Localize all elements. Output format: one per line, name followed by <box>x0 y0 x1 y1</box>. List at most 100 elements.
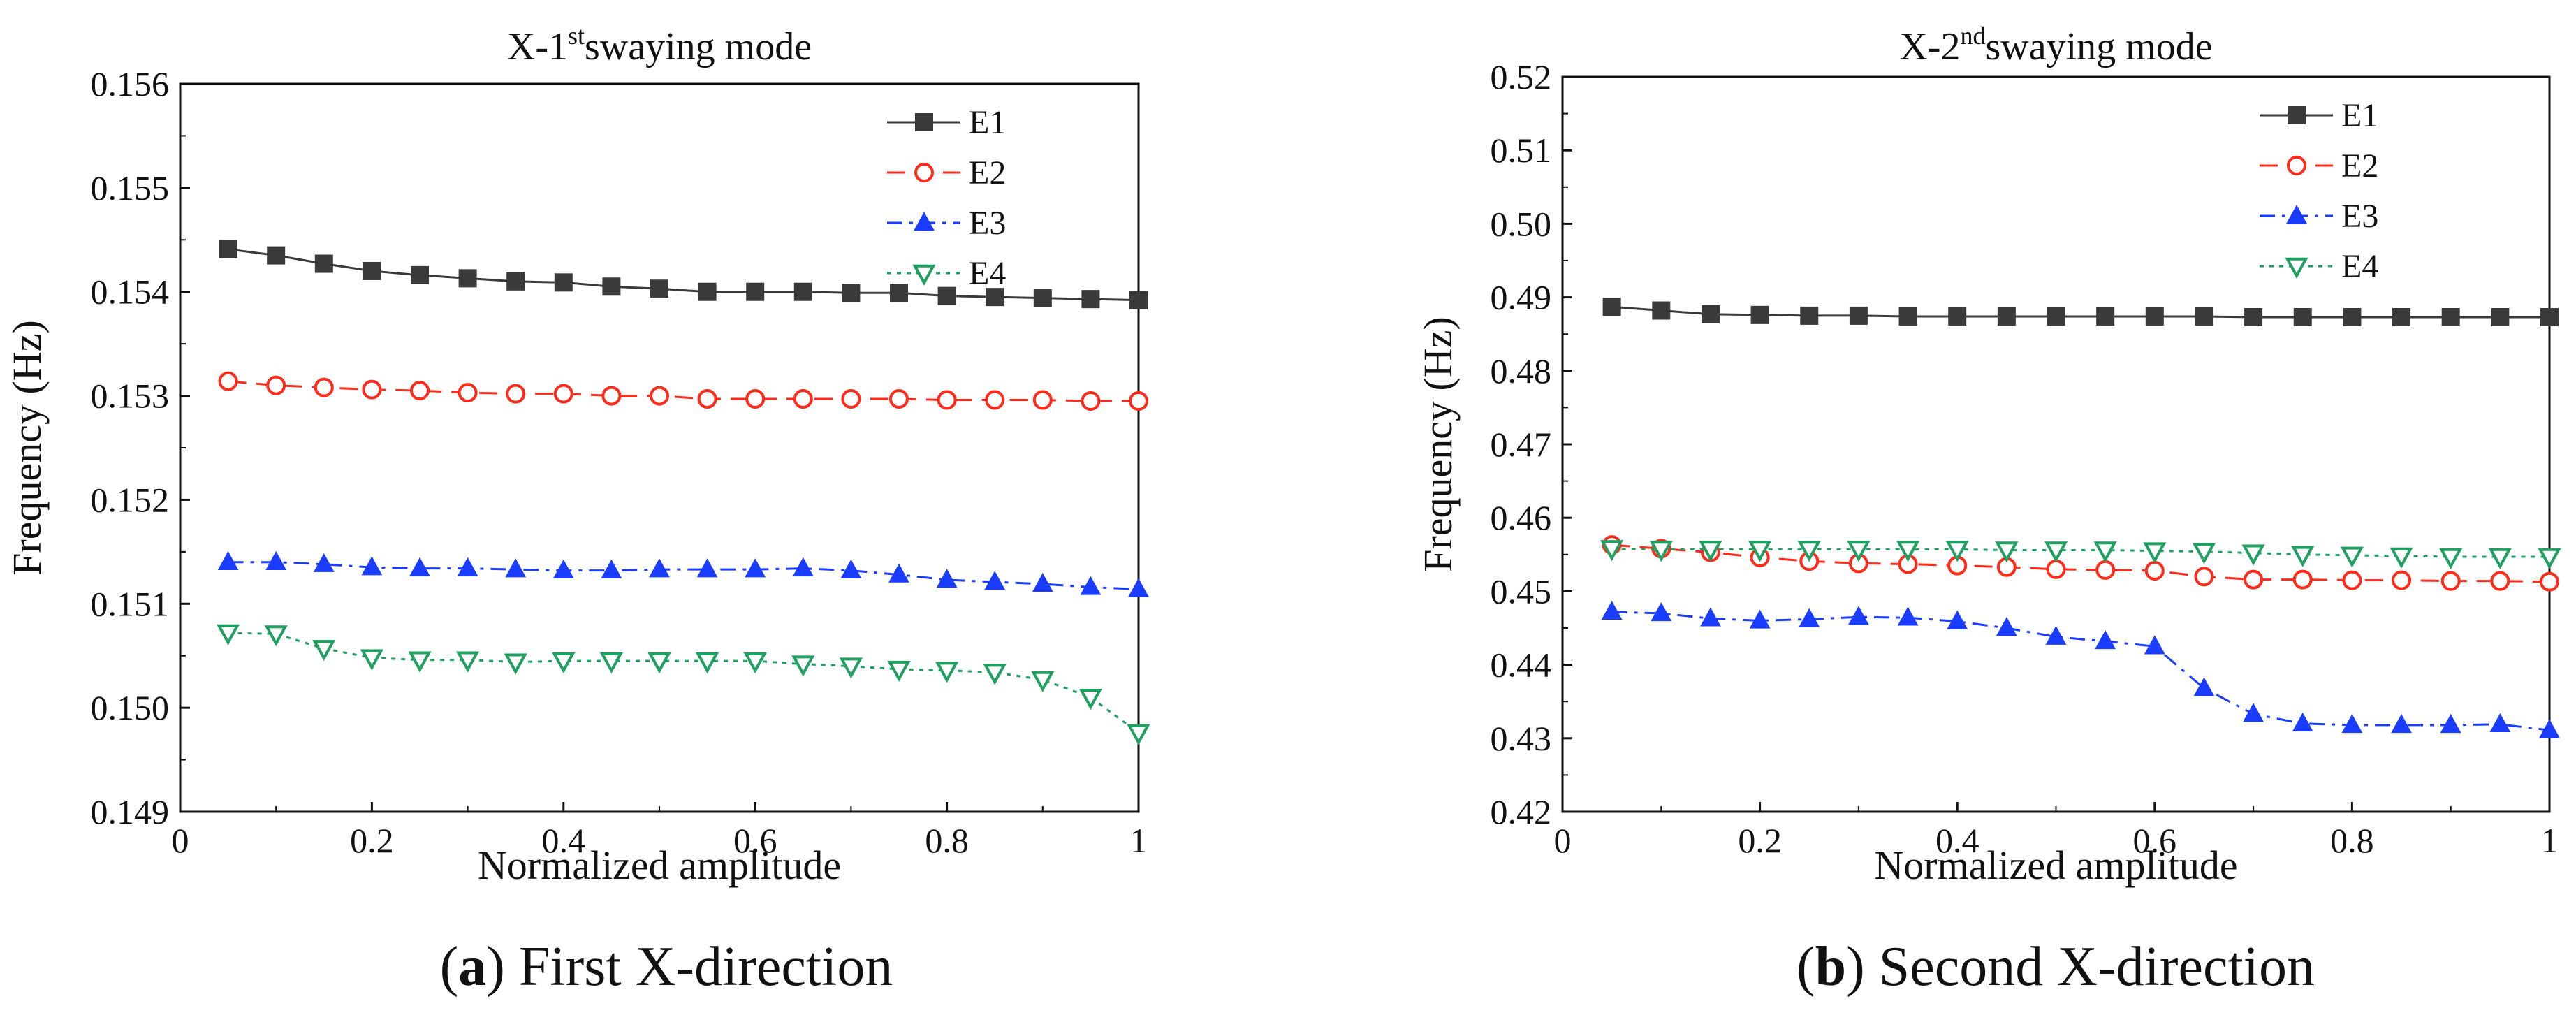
data-point <box>2343 308 2362 327</box>
data-point <box>2539 719 2560 738</box>
data-point <box>409 557 430 576</box>
data-point <box>2045 625 2067 645</box>
data-point <box>456 651 480 673</box>
data-point <box>1080 576 1102 595</box>
x-tick-label: 1 <box>2541 821 2559 860</box>
data-point <box>1078 689 1102 710</box>
data-point <box>264 625 288 647</box>
figure-caption: (b) Second X-direction <box>1796 936 2315 998</box>
data-point <box>983 664 1007 685</box>
data-point <box>218 371 238 391</box>
y-tick-label: 0.46 <box>1491 498 1552 537</box>
data-point <box>935 662 959 683</box>
data-point <box>2441 308 2460 327</box>
data-point <box>697 389 717 409</box>
data-point <box>696 652 719 674</box>
data-point <box>1947 610 1968 629</box>
data-point <box>2096 307 2115 326</box>
series-E2 <box>1602 535 2559 592</box>
data-point <box>2291 546 2315 567</box>
data-point <box>1601 600 1623 620</box>
y-tick-label: 0.155 <box>91 168 170 207</box>
data-point <box>2243 703 2264 722</box>
data-point <box>2440 713 2461 734</box>
data-point <box>889 389 909 409</box>
legend-marker <box>2288 106 2306 124</box>
data-point <box>842 284 861 302</box>
data-point <box>360 649 383 671</box>
y-tick-label: 0.48 <box>1491 351 1552 391</box>
data-point <box>1945 541 1969 562</box>
data-point <box>505 558 527 578</box>
chart-title-prefix: X-1 <box>507 25 568 68</box>
data-point <box>411 265 429 284</box>
data-point <box>2391 713 2412 734</box>
series-E1 <box>219 240 1148 309</box>
data-point <box>1602 298 1621 316</box>
data-point <box>314 377 334 397</box>
data-point <box>601 386 622 406</box>
data-point <box>219 240 237 258</box>
data-point <box>506 272 525 291</box>
data-point <box>601 559 622 578</box>
chart-title-sup: st <box>568 22 585 50</box>
data-point <box>840 559 862 578</box>
data-point <box>2489 713 2511 733</box>
data-point <box>408 651 432 673</box>
data-point <box>792 557 814 576</box>
data-point <box>1128 578 1149 597</box>
data-point <box>362 379 382 400</box>
legend-entry: E1 <box>887 104 1006 141</box>
data-point <box>1649 541 1673 562</box>
legend-label: E4 <box>969 255 1006 292</box>
data-point <box>1701 305 1720 323</box>
data-point <box>647 652 671 674</box>
data-point <box>1847 541 1871 562</box>
chart-title-suffix: swaying mode <box>1986 25 2213 68</box>
y-tick-label: 0.51 <box>1491 131 1552 170</box>
y-tick-label: 0.47 <box>1491 425 1552 464</box>
x-tick-label: 0.6 <box>733 821 777 860</box>
data-point <box>363 261 381 280</box>
data-point <box>1748 541 1772 562</box>
legend-entry: E2 <box>2260 147 2378 184</box>
data-point <box>458 269 477 288</box>
data-point <box>599 652 623 674</box>
chart-title: X-1stswaying mode <box>507 22 812 68</box>
y-axis-title: Frequency (Hz) <box>1415 316 1461 572</box>
data-point <box>2293 308 2312 327</box>
y-tick-label: 0.42 <box>1491 792 1552 831</box>
data-point <box>2540 571 2559 592</box>
data-point <box>1032 573 1053 592</box>
plot-frame <box>179 82 1140 813</box>
data-point <box>698 282 717 301</box>
data-point <box>2244 308 2263 327</box>
data-point <box>1129 291 1148 309</box>
data-point <box>504 653 527 675</box>
series-E3 <box>1601 600 2560 738</box>
data-point <box>793 389 813 409</box>
y-tick-label: 0.154 <box>91 272 170 312</box>
series-E4 <box>217 624 1150 745</box>
x-tick-label: 0.8 <box>2330 821 2374 860</box>
data-point <box>1749 609 1771 629</box>
y-tick-label: 0.44 <box>1491 645 1552 685</box>
x-tick-label: 1 <box>1130 821 1148 860</box>
data-point <box>1996 617 2017 636</box>
y-tick-label: 0.45 <box>1491 571 1552 611</box>
data-point <box>2192 543 2216 564</box>
x-tick-label: 0.8 <box>925 821 969 860</box>
data-point <box>1031 671 1055 692</box>
series-line <box>228 632 1139 734</box>
data-point <box>696 558 718 578</box>
legend-entry: E4 <box>2260 248 2378 285</box>
legend-label: E2 <box>2341 147 2378 184</box>
data-point <box>985 390 1005 410</box>
y-tick-label: 0.149 <box>91 792 170 831</box>
data-point <box>457 557 478 576</box>
data-point <box>553 384 573 404</box>
series-line <box>1611 611 2550 731</box>
data-point <box>314 254 333 273</box>
data-point <box>552 652 576 674</box>
